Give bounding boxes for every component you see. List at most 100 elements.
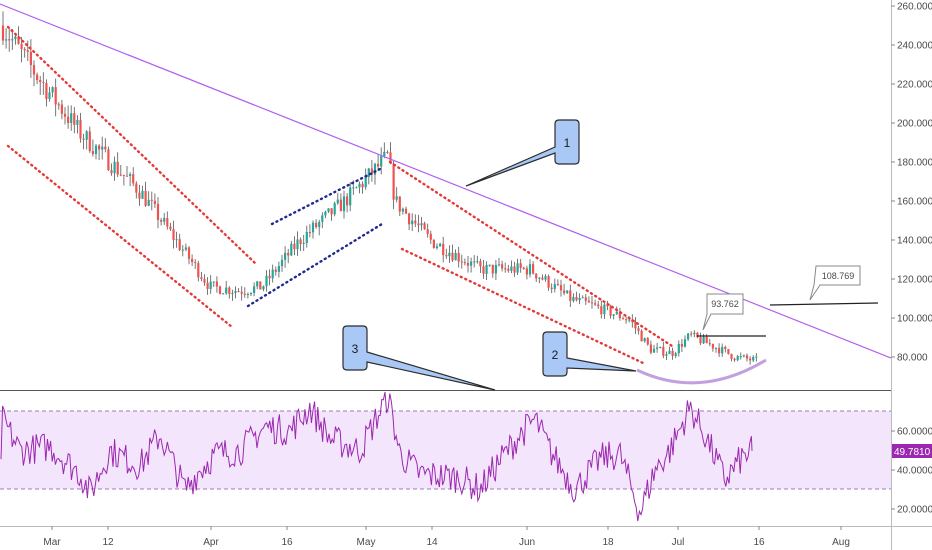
candle-body xyxy=(690,333,693,335)
rsi-tick-label: 60.0000 xyxy=(897,427,932,438)
candle-body xyxy=(513,266,516,273)
candle-body xyxy=(652,348,656,353)
cup-arc[interactable] xyxy=(636,358,767,385)
candle-body xyxy=(231,292,234,294)
date-tick-label: Mar xyxy=(43,537,61,548)
candle-body xyxy=(240,291,243,294)
candle-body xyxy=(749,358,752,361)
date-tick-label: 12 xyxy=(102,537,114,548)
candle-body xyxy=(361,183,364,188)
candle-body xyxy=(612,314,615,316)
candle-body xyxy=(76,119,79,125)
candle-body xyxy=(51,87,54,93)
price-axis[interactable]: 260.000 240.000 220.000 200.000 180.000 160.0… xyxy=(891,2,932,364)
candle-body xyxy=(727,348,730,354)
candle-body xyxy=(268,275,271,279)
callout-3[interactable]: 3 xyxy=(342,325,496,391)
candle-body xyxy=(271,269,274,279)
candle-body xyxy=(150,199,153,201)
candle-body xyxy=(147,199,150,206)
candle-body xyxy=(473,261,476,263)
candle-body xyxy=(277,266,280,272)
candle-body xyxy=(392,163,395,200)
candle-body xyxy=(470,261,473,266)
price-tick-label: 140.000 xyxy=(897,236,932,247)
candle-body xyxy=(476,261,479,263)
candle-body xyxy=(649,344,652,353)
candle-body xyxy=(175,239,178,241)
candle-body xyxy=(200,277,203,280)
red-channel-2[interactable] xyxy=(388,160,674,365)
red-channel-1[interactable] xyxy=(6,25,257,329)
candle-body xyxy=(460,261,463,263)
candle-body xyxy=(187,247,191,259)
candle-body xyxy=(212,281,215,283)
candle-body xyxy=(510,266,513,271)
candle-body xyxy=(711,343,714,349)
candle-body xyxy=(339,199,342,212)
candle-body xyxy=(265,275,268,287)
candle-body xyxy=(125,175,129,177)
price-label-93[interactable]: 93.762 xyxy=(702,293,744,331)
candle-body xyxy=(594,303,597,305)
candle-body xyxy=(225,287,228,294)
candle-body xyxy=(94,145,98,155)
candle-body xyxy=(218,286,222,294)
candle-body xyxy=(541,277,544,280)
price-pane[interactable] xyxy=(0,0,891,390)
callout-2[interactable]: 2 xyxy=(542,331,637,377)
rsi-axis[interactable]: 60.0000 40.0000 20.0000 xyxy=(891,427,932,516)
candle-body xyxy=(290,243,293,256)
rsi-line xyxy=(0,391,753,522)
candle-body xyxy=(674,353,677,356)
candle-body xyxy=(618,311,621,319)
candle-body xyxy=(597,304,600,307)
candle-body xyxy=(284,252,287,260)
candle-body xyxy=(302,242,305,244)
candle-body xyxy=(116,161,119,175)
candle-body xyxy=(166,218,169,227)
price-label-108[interactable]: 108.769 xyxy=(809,265,861,301)
candle-body xyxy=(29,51,32,66)
candle-body xyxy=(386,151,389,153)
candle-body xyxy=(516,263,519,273)
level-line-2[interactable] xyxy=(769,302,879,306)
candle-body xyxy=(420,223,423,226)
candle-body xyxy=(184,247,187,250)
candle-body xyxy=(191,258,194,263)
date-axis[interactable]: Mar 12 Apr 16 May 14 Jun 18 Jul 16 Aug xyxy=(43,526,850,548)
candle-body xyxy=(88,131,91,152)
candle-body xyxy=(243,293,246,295)
candle-body xyxy=(70,113,73,124)
candle-body xyxy=(705,336,708,344)
candle-body xyxy=(144,190,147,206)
price-label-93-text: 93.762 xyxy=(711,299,739,309)
callout-1[interactable]: 1 xyxy=(465,119,580,187)
candle-body xyxy=(547,276,550,288)
candle-body xyxy=(296,239,299,250)
candle-body xyxy=(429,233,432,240)
candle-body xyxy=(408,213,411,225)
candle-body xyxy=(42,82,45,84)
date-tick-label: 14 xyxy=(426,537,438,548)
candle-body xyxy=(98,145,101,150)
candle-body xyxy=(160,220,163,222)
candle-body xyxy=(20,43,23,49)
price-tick-label: 80.000 xyxy=(897,353,928,364)
candle-body xyxy=(5,39,8,41)
price-tick-label: 240.000 xyxy=(897,41,932,52)
blue-channel[interactable] xyxy=(246,166,384,308)
candle-body xyxy=(48,92,51,100)
rsi-current-value-text: 49.7810 xyxy=(894,447,931,458)
candle-body xyxy=(377,163,380,167)
candle-body xyxy=(135,183,138,193)
candle-body xyxy=(113,161,116,174)
candle-body xyxy=(724,346,727,349)
callout-3-text: 3 xyxy=(352,342,359,356)
candle-body xyxy=(222,293,225,295)
candle-body xyxy=(662,346,665,356)
candle-body xyxy=(404,208,408,214)
candle-body xyxy=(156,203,160,221)
candle-body xyxy=(101,146,104,150)
